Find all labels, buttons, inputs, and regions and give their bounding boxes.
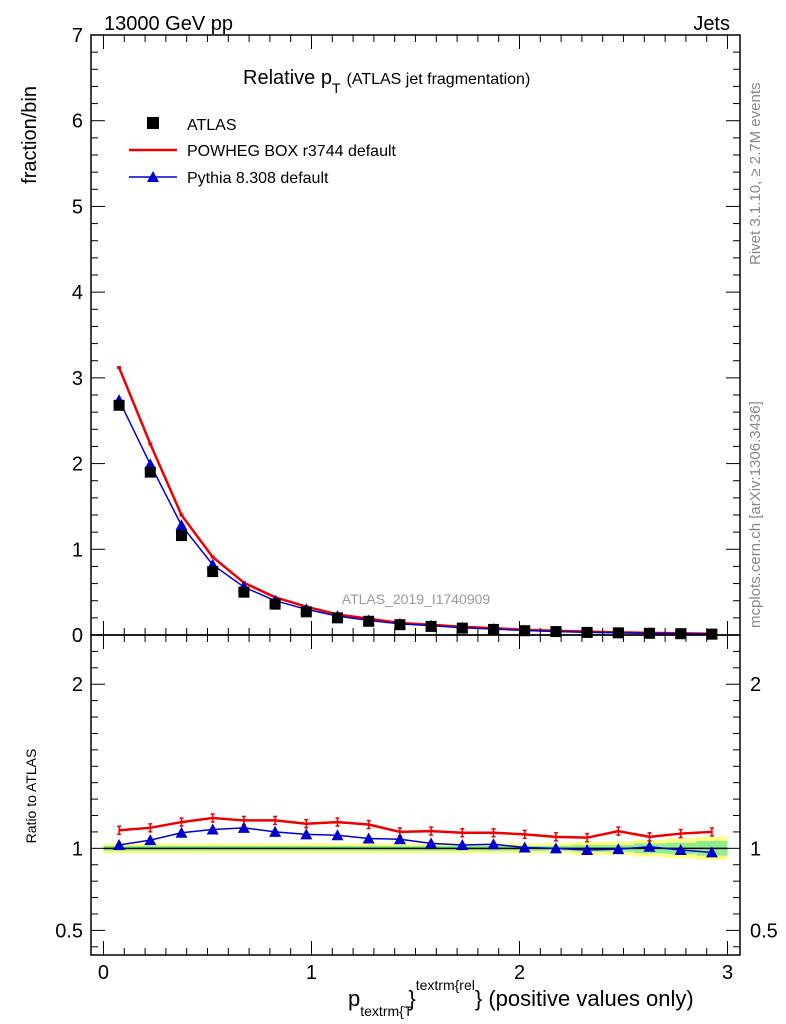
x-tick-label: 2 — [514, 962, 525, 984]
atlas-point — [331, 612, 343, 624]
xlabel-tail: } (positive values only) — [475, 986, 694, 1011]
atlas-point — [550, 626, 562, 638]
atlas-point — [612, 627, 624, 639]
rivet-side-label: Rivet 3.1.10, ≥ 2.7M events — [747, 83, 764, 266]
analysis-label: ATLAS_2019_I1740909 — [342, 591, 491, 607]
ratio-pythia-point — [705, 846, 718, 858]
ratio-pythia-point — [175, 826, 188, 838]
plot-title: Relative pT (ATLAS jet fragmentation) — [243, 67, 530, 96]
ratio-pythia-point — [581, 843, 594, 855]
legend-atlas-marker — [147, 117, 159, 129]
atlas-point — [207, 566, 219, 578]
ratio-pythia-point — [269, 825, 282, 837]
legend-powheg-label: POWHEG BOX r3744 default — [187, 143, 397, 160]
ratio-pythia-point — [206, 823, 219, 835]
main-ytick-label: 4 — [72, 282, 83, 304]
ratio-ytick-label-right: 2 — [750, 674, 761, 696]
pythia-point — [175, 519, 188, 531]
legend-atlas-label: ATLAS — [187, 117, 237, 134]
ratio-pythia-point — [425, 837, 438, 849]
main-ytick-label: 7 — [72, 25, 83, 47]
ratio-pythia-point — [362, 832, 375, 844]
atlas-point — [675, 628, 687, 640]
x-tick-label: 3 — [722, 962, 733, 984]
atlas-point — [519, 625, 531, 637]
x-tick-label: 0 — [98, 962, 109, 984]
ratio-pythia-point — [144, 834, 157, 846]
main-ytick-label: 3 — [72, 368, 83, 390]
main-ytick-label: 2 — [72, 454, 83, 476]
legend-pythia-marker — [147, 171, 159, 182]
main-ytick-label: 6 — [72, 111, 83, 133]
atlas-point — [488, 623, 500, 635]
ratio-ytick-label-left: 1 — [72, 838, 83, 860]
plot-title-sub: T — [332, 80, 341, 96]
ratio-ytick-label-right: 1 — [750, 838, 761, 860]
atlas-point — [238, 586, 250, 598]
ratio-pythia-point — [487, 838, 500, 850]
main-ylabel: fraction/bin — [19, 86, 41, 184]
ratio-pythia-point — [456, 839, 469, 851]
ratio-pythia-point — [331, 829, 344, 841]
atlas-point — [113, 399, 125, 411]
xlabel-sub: textrm{T — [360, 1003, 413, 1019]
ratio-pythia-point — [237, 821, 250, 833]
atlas-point — [144, 466, 156, 478]
atlas-point — [456, 622, 468, 634]
atlas-point — [269, 598, 281, 610]
atlas-point — [706, 628, 718, 640]
ratio-ytick-label-left: 2 — [72, 674, 83, 696]
xlabel-sup: textrm{rel — [416, 977, 475, 993]
ratio-pythia-point — [113, 839, 126, 851]
ratio-pythia-point — [643, 840, 656, 852]
ratio-ytick-label-left: 0.5 — [55, 920, 83, 942]
header-left: 13000 GeV pp — [104, 13, 233, 35]
header-right: Jets — [693, 13, 730, 35]
ratio-powheg-line — [118, 816, 712, 839]
ratio-pythia-point — [300, 828, 313, 840]
main-ytick-label: 5 — [72, 196, 83, 218]
legend: ATLAS POWHEG BOX r3744 default Pythia 8.… — [129, 117, 397, 187]
ratio-pythia-point — [674, 843, 687, 855]
x-tick-label: 1 — [306, 962, 317, 984]
atlas-point — [581, 626, 593, 638]
ratio-pythia-point — [612, 843, 625, 855]
atlas-point — [425, 620, 437, 632]
ratio-frame-rect — [90, 634, 741, 956]
main-ytick-label: 0 — [72, 625, 83, 647]
x-axis-label: ptextrm{T}textrm{rel} (positive values o… — [348, 977, 694, 1019]
plot-title-suffix: (ATLAS jet fragmentation) — [347, 71, 531, 88]
atlas-point — [394, 619, 406, 631]
ratio-pythia-point — [549, 842, 562, 854]
xlabel-p: p — [348, 986, 360, 1011]
ratio-panel-frame — [90, 634, 741, 956]
ratio-ytick-label-right: 0.5 — [750, 920, 778, 942]
atlas-point — [300, 606, 312, 618]
ratio-ylabel: Ratio to ATLAS — [23, 749, 39, 844]
atlas-point — [363, 615, 375, 627]
mcplots-side-label: mcplots.cern.ch [arXiv:1306.3436] — [747, 401, 764, 628]
ratio-pythia-line — [118, 827, 712, 854]
ratio-pythia-point — [518, 841, 531, 853]
main-ytick-label: 1 — [72, 539, 83, 561]
ratio-pythia-point — [393, 833, 406, 845]
atlas-point — [175, 530, 187, 542]
atlas-point — [644, 627, 656, 639]
legend-pythia-label: Pythia 8.308 default — [187, 170, 329, 187]
plot-title-main: Relative p — [243, 67, 332, 89]
